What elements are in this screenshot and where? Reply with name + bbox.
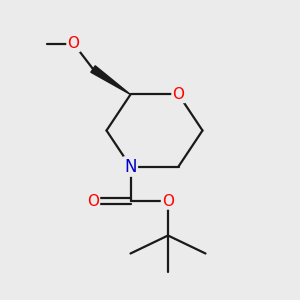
Text: O: O (68, 36, 80, 51)
Text: O: O (172, 87, 184, 102)
Polygon shape (91, 66, 130, 94)
Text: O: O (162, 194, 174, 208)
Text: N: N (124, 158, 137, 175)
Text: O: O (87, 194, 99, 208)
